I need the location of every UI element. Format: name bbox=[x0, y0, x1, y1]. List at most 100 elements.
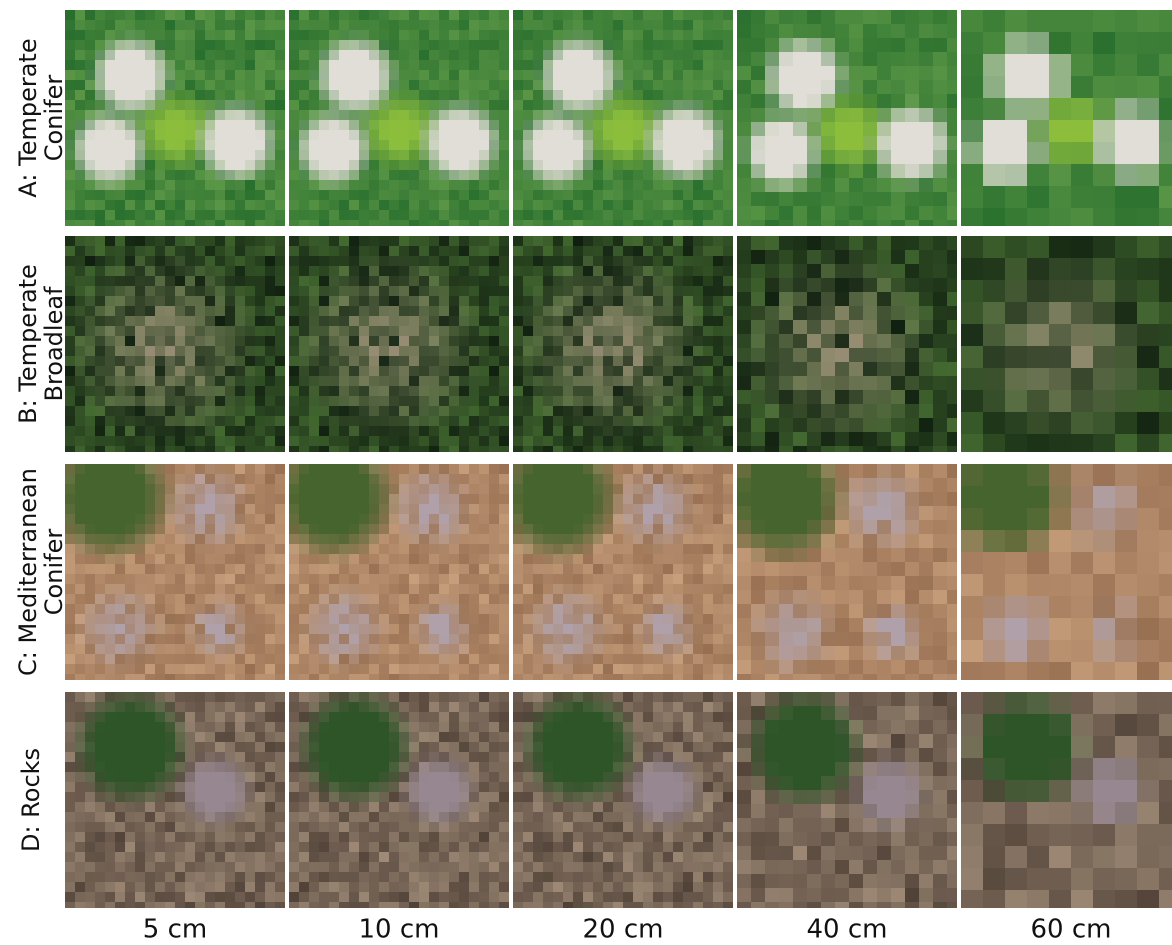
pixel bbox=[215, 326, 225, 336]
pixel bbox=[115, 316, 125, 326]
pixel bbox=[703, 110, 713, 120]
pixel bbox=[265, 464, 275, 474]
pixel bbox=[603, 594, 613, 604]
pixel bbox=[807, 10, 821, 24]
pixel bbox=[185, 326, 195, 336]
pixel bbox=[289, 90, 299, 100]
pixel bbox=[185, 564, 195, 574]
pixel bbox=[409, 494, 419, 504]
pixel bbox=[265, 180, 275, 190]
pixel bbox=[683, 140, 693, 150]
pixel bbox=[275, 256, 285, 266]
pixel bbox=[553, 554, 563, 564]
pixel bbox=[215, 266, 225, 276]
pixel bbox=[489, 386, 499, 396]
pixel bbox=[175, 426, 185, 436]
pixel bbox=[643, 336, 653, 346]
pixel bbox=[439, 200, 449, 210]
pixel bbox=[765, 376, 779, 390]
pixel bbox=[603, 60, 613, 70]
pixel bbox=[75, 514, 85, 524]
pixel bbox=[125, 180, 135, 190]
pixel bbox=[165, 514, 175, 524]
pixel bbox=[1071, 120, 1093, 142]
pixel bbox=[573, 406, 583, 416]
pixel bbox=[683, 40, 693, 50]
pixel bbox=[723, 446, 733, 452]
pixel bbox=[643, 20, 653, 30]
pixel bbox=[663, 256, 673, 266]
pixel bbox=[185, 190, 195, 200]
pixel bbox=[723, 534, 733, 544]
pixel bbox=[389, 286, 399, 296]
pixel bbox=[359, 664, 369, 674]
pixel bbox=[835, 376, 849, 390]
pixel bbox=[523, 90, 533, 100]
pixel bbox=[105, 366, 115, 376]
pixel bbox=[135, 60, 145, 70]
pixel bbox=[703, 406, 713, 416]
pixel bbox=[459, 266, 469, 276]
pixel bbox=[419, 296, 429, 306]
pixel bbox=[339, 574, 349, 584]
pixel bbox=[419, 386, 429, 396]
pixel bbox=[399, 574, 409, 584]
pixel bbox=[299, 544, 309, 554]
pixel bbox=[653, 200, 663, 210]
pixel bbox=[533, 296, 543, 306]
pixel bbox=[95, 30, 105, 40]
pixel bbox=[85, 236, 95, 246]
pixel bbox=[469, 544, 479, 554]
pixel bbox=[145, 416, 155, 426]
pixel bbox=[793, 446, 807, 452]
pixel bbox=[429, 464, 439, 474]
pixel bbox=[359, 446, 369, 452]
pixel bbox=[245, 514, 255, 524]
pixel bbox=[693, 514, 703, 524]
pixel bbox=[499, 574, 509, 584]
pixel bbox=[369, 594, 379, 604]
pixel bbox=[389, 316, 399, 326]
pixel bbox=[713, 10, 723, 20]
pixel bbox=[543, 110, 553, 120]
pixel bbox=[663, 30, 673, 40]
pixel bbox=[489, 674, 499, 680]
pixel bbox=[125, 416, 135, 426]
pixel bbox=[693, 426, 703, 436]
pixel bbox=[349, 220, 359, 226]
pixel bbox=[603, 220, 613, 226]
pixel bbox=[723, 634, 733, 644]
pixel bbox=[429, 60, 439, 70]
pixel bbox=[125, 624, 135, 634]
pixel bbox=[105, 376, 115, 386]
pixel bbox=[807, 348, 821, 362]
pixel bbox=[255, 150, 265, 160]
pixel bbox=[905, 250, 919, 264]
pixel bbox=[633, 110, 643, 120]
pixel bbox=[195, 130, 205, 140]
pixel bbox=[593, 100, 603, 110]
pixel bbox=[523, 306, 533, 316]
pixel bbox=[155, 276, 165, 286]
pixel bbox=[533, 40, 543, 50]
pixel bbox=[703, 436, 713, 446]
pixel bbox=[419, 90, 429, 100]
pixel bbox=[919, 80, 933, 94]
pixel bbox=[703, 306, 713, 316]
pixel bbox=[309, 376, 319, 386]
pixel bbox=[379, 484, 389, 494]
pixel bbox=[329, 100, 339, 110]
pixel bbox=[125, 504, 135, 514]
pixel bbox=[449, 30, 459, 40]
pixel bbox=[877, 206, 891, 220]
pixel bbox=[673, 50, 683, 60]
pixel bbox=[613, 524, 623, 534]
pixel bbox=[135, 386, 145, 396]
pixel bbox=[379, 426, 389, 436]
pixel bbox=[683, 200, 693, 210]
pixel bbox=[849, 306, 863, 320]
pixel bbox=[275, 624, 285, 634]
pixel bbox=[349, 574, 359, 584]
pixel bbox=[165, 534, 175, 544]
pixel bbox=[613, 256, 623, 266]
